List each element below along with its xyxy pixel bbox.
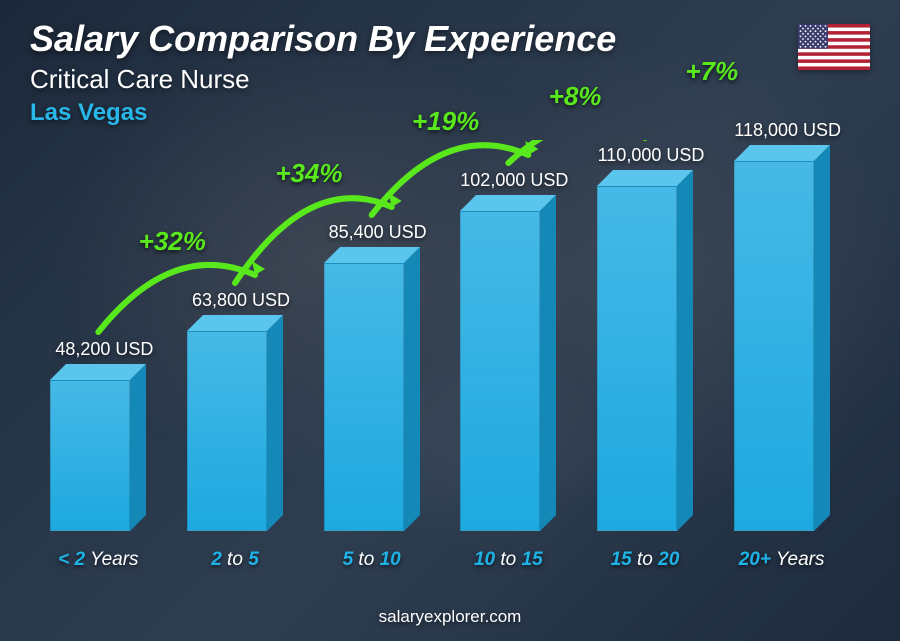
growth-label: +8% (549, 81, 602, 112)
bar (324, 263, 420, 531)
growth-label: +19% (412, 106, 479, 137)
bar-value-label: 85,400 USD (298, 222, 458, 243)
x-axis-label: < 2 Years (34, 549, 162, 571)
bar-slot (308, 263, 436, 531)
x-axis-label: 15 to 20 (581, 549, 709, 571)
bar-value-label: 110,000 USD (571, 145, 731, 166)
us-flag-icon (798, 24, 870, 70)
footer-site: salaryexplorer.com (0, 607, 900, 627)
bar-value-label: 102,000 USD (434, 170, 594, 191)
bar (734, 161, 830, 531)
bar (187, 331, 283, 531)
bar-slot (444, 211, 572, 531)
bar (597, 186, 693, 531)
bar (460, 211, 556, 531)
bar-value-label: 118,000 USD (708, 120, 868, 141)
x-axis-label: 20+ Years (718, 549, 846, 571)
bar-slot (171, 331, 299, 531)
x-axis-label: 10 to 15 (444, 549, 572, 571)
bar-value-label: 48,200 USD (24, 339, 184, 360)
page-title: Salary Comparison By Experience (30, 18, 870, 60)
salary-bar-chart: < 2 Years 2 to 5 5 to 10 10 to 15 15 to 20 20… (30, 140, 850, 571)
growth-label: +34% (275, 158, 342, 189)
x-axis-label: 2 to 5 (171, 549, 299, 571)
bar (50, 380, 146, 531)
x-axis-labels: < 2 Years 2 to 5 5 to 10 10 to 15 15 to 20 20… (30, 549, 850, 571)
bars-container (30, 140, 850, 531)
bar-slot (718, 161, 846, 531)
bar-slot (34, 380, 162, 531)
bar-slot (581, 186, 709, 531)
bar-value-label: 63,800 USD (161, 290, 321, 311)
growth-label: +32% (139, 226, 206, 257)
page-subtitle: Critical Care Nurse (30, 64, 870, 95)
x-axis-label: 5 to 10 (308, 549, 436, 571)
growth-label: +7% (685, 56, 738, 87)
